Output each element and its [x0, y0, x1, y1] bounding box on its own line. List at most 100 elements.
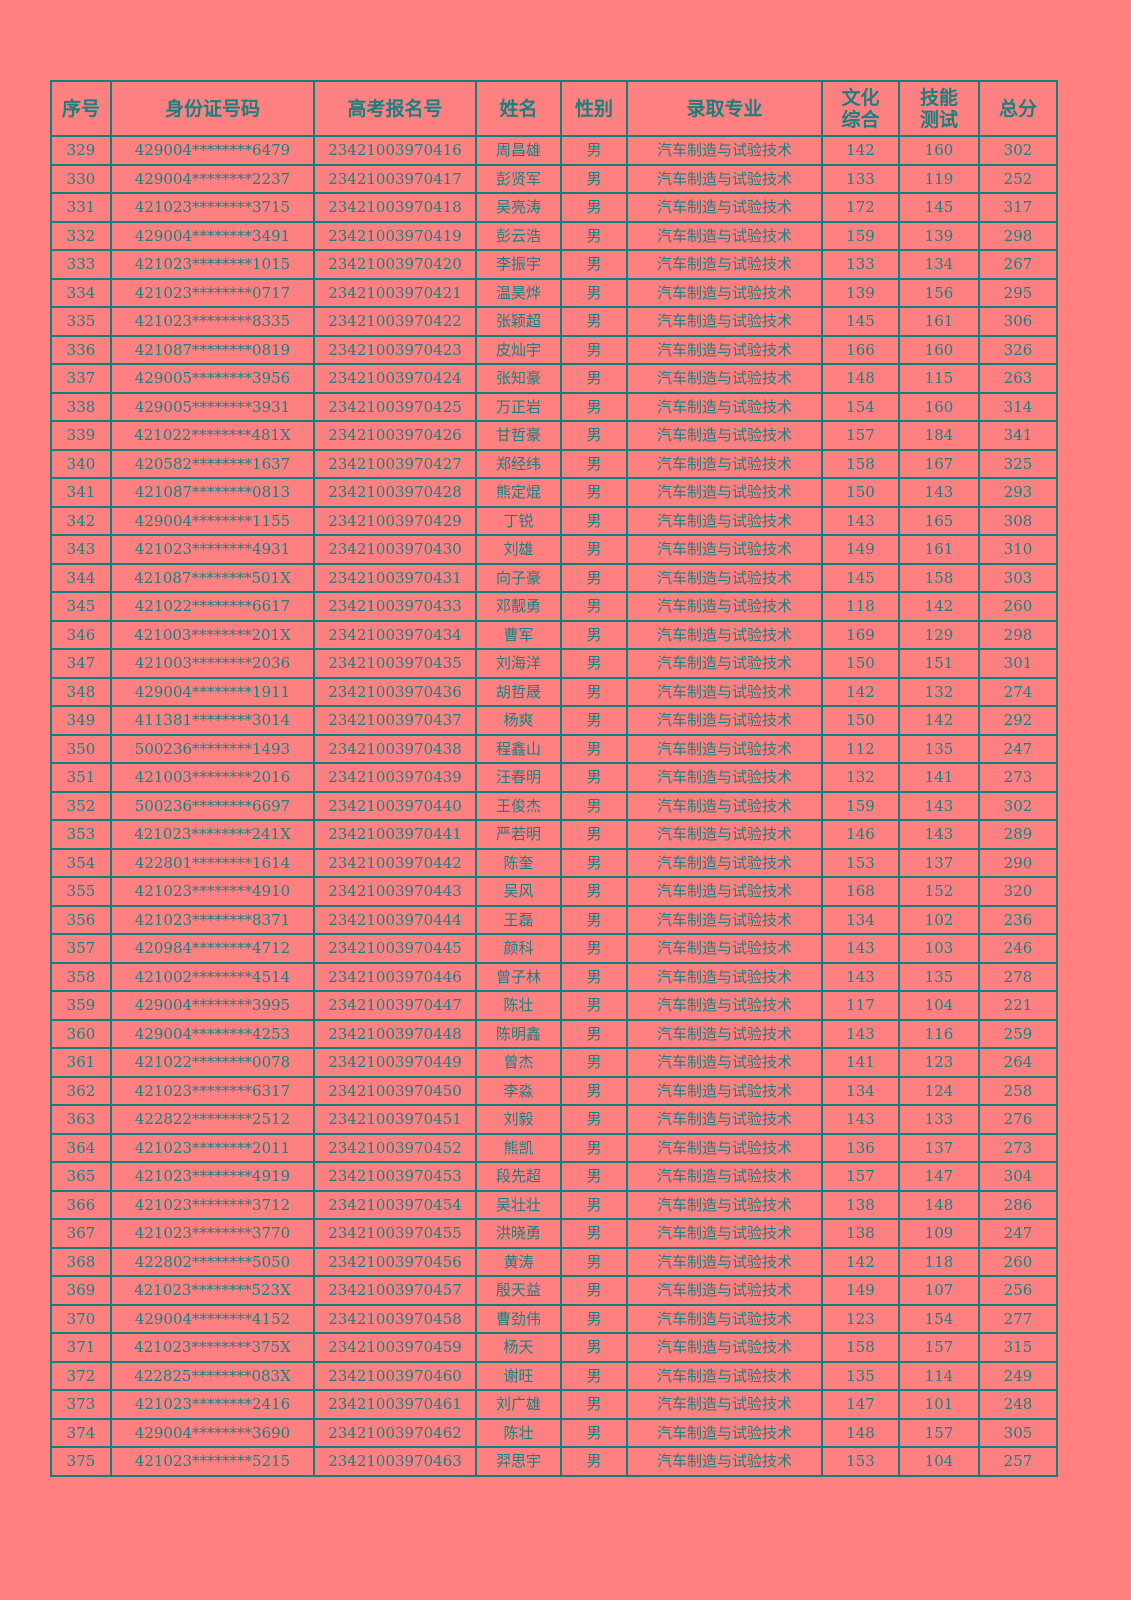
cell-total-score: 325	[978, 448, 1058, 479]
cell-exam-number: 23421003970439	[313, 762, 477, 793]
cell-id-number: 422825********083X	[110, 1360, 315, 1391]
cell-total-score: 267	[978, 249, 1058, 280]
cell-major: 汽车制造与试验技术	[626, 1275, 823, 1306]
cell-major: 汽车制造与试验技术	[626, 1018, 823, 1049]
header-exam-number: 高考报名号	[313, 80, 477, 137]
cell-exam-number: 23421003970446	[313, 961, 477, 992]
cell-skill-score: 135	[898, 961, 980, 992]
cell-seq: 333	[50, 249, 112, 280]
cell-skill-score: 103	[898, 933, 980, 964]
cell-gender: 男	[560, 1161, 628, 1192]
cell-gender: 男	[560, 1218, 628, 1249]
cell-gender: 男	[560, 1360, 628, 1391]
cell-gender: 男	[560, 1303, 628, 1334]
table-row: 342 429004********1155 23421003970429 丁锐男汽车…	[50, 505, 1058, 536]
cell-skill-score: 132	[898, 676, 980, 707]
cell-name: 殷天益	[475, 1275, 562, 1306]
cell-total-score: 247	[978, 733, 1058, 764]
cell-skill-score: 139	[898, 220, 980, 251]
table-row: 335 421023********8335 23421003970422 张颖超男汽…	[50, 306, 1058, 337]
header-major: 录取专业	[626, 80, 823, 137]
cell-total-score: 326	[978, 334, 1058, 365]
cell-total-score: 317	[978, 192, 1058, 223]
cell-seq: 338	[50, 391, 112, 422]
cell-exam-number: 23421003970418	[313, 192, 477, 223]
cell-id-number: 429004********4253	[110, 1018, 315, 1049]
table-row: 365 421023********4919 23421003970453 段先超男汽…	[50, 1161, 1058, 1192]
cell-culture-score: 117	[821, 990, 900, 1021]
cell-id-number: 421023********0717	[110, 277, 315, 308]
cell-skill-score: 129	[898, 619, 980, 650]
cell-gender: 男	[560, 420, 628, 451]
table-row: 329 429004********6479 23421003970416 周昌雄男汽…	[50, 135, 1058, 166]
cell-gender: 男	[560, 277, 628, 308]
cell-name: 周昌雄	[475, 135, 562, 166]
cell-name: 向子豪	[475, 562, 562, 593]
cell-gender: 男	[560, 619, 628, 650]
cell-total-score: 247	[978, 1218, 1058, 1249]
cell-culture-score: 143	[821, 505, 900, 536]
cell-culture-score: 133	[821, 163, 900, 194]
cell-gender: 男	[560, 1275, 628, 1306]
cell-culture-score: 146	[821, 819, 900, 850]
cell-gender: 男	[560, 591, 628, 622]
cell-name: 张颖超	[475, 306, 562, 337]
cell-culture-score: 134	[821, 1075, 900, 1106]
cell-major: 汽车制造与试验技术	[626, 135, 823, 166]
cell-total-score: 278	[978, 961, 1058, 992]
cell-culture-score: 148	[821, 363, 900, 394]
cell-id-number: 421022********0078	[110, 1047, 315, 1078]
cell-total-score: 246	[978, 933, 1058, 964]
cell-major: 汽车制造与试验技术	[626, 990, 823, 1021]
cell-major: 汽车制造与试验技术	[626, 1047, 823, 1078]
table-row: 349 411381********3014 23421003970437 杨爽男汽车…	[50, 705, 1058, 736]
cell-culture-score: 118	[821, 591, 900, 622]
cell-total-score: 308	[978, 505, 1058, 536]
cell-gender: 男	[560, 192, 628, 223]
cell-culture-score: 158	[821, 1332, 900, 1363]
cell-seq: 359	[50, 990, 112, 1021]
cell-skill-score: 119	[898, 163, 980, 194]
cell-total-score: 305	[978, 1417, 1058, 1448]
cell-major: 汽车制造与试验技术	[626, 249, 823, 280]
cell-major: 汽车制造与试验技术	[626, 1075, 823, 1106]
cell-culture-score: 142	[821, 676, 900, 707]
table-row: 359 429004********3995 23421003970447 陈壮男汽车…	[50, 990, 1058, 1021]
cell-culture-score: 166	[821, 334, 900, 365]
cell-id-number: 429004********3995	[110, 990, 315, 1021]
cell-major: 汽车制造与试验技术	[626, 277, 823, 308]
cell-name: 皮灿宇	[475, 334, 562, 365]
cell-total-score: 273	[978, 762, 1058, 793]
cell-culture-score: 138	[821, 1189, 900, 1220]
cell-skill-score: 152	[898, 876, 980, 907]
cell-culture-score: 123	[821, 1303, 900, 1334]
cell-culture-score: 169	[821, 619, 900, 650]
cell-name: 邓靓勇	[475, 591, 562, 622]
cell-seq: 334	[50, 277, 112, 308]
cell-name: 王俊杰	[475, 790, 562, 821]
cell-culture-score: 168	[821, 876, 900, 907]
cell-exam-number: 23421003970431	[313, 562, 477, 593]
cell-skill-score: 114	[898, 1360, 980, 1391]
cell-id-number: 421022********481X	[110, 420, 315, 451]
cell-major: 汽车制造与试验技术	[626, 648, 823, 679]
cell-major: 汽车制造与试验技术	[626, 1161, 823, 1192]
cell-exam-number: 23421003970451	[313, 1104, 477, 1135]
table-row: 361 421022********0078 23421003970449 曾杰男汽车…	[50, 1047, 1058, 1078]
table-row: 331 421023********3715 23421003970418 吴亮涛男汽…	[50, 192, 1058, 223]
cell-gender: 男	[560, 961, 628, 992]
cell-id-number: 421023********2416	[110, 1389, 315, 1420]
cell-total-score: 341	[978, 420, 1058, 451]
cell-gender: 男	[560, 306, 628, 337]
cell-gender: 男	[560, 448, 628, 479]
cell-seq: 336	[50, 334, 112, 365]
cell-name: 陈明鑫	[475, 1018, 562, 1049]
table-row: 374 429004********3690 23421003970462 陈壮男汽车…	[50, 1417, 1058, 1448]
cell-major: 汽车制造与试验技术	[626, 477, 823, 508]
cell-culture-score: 112	[821, 733, 900, 764]
cell-seq: 362	[50, 1075, 112, 1106]
cell-seq: 363	[50, 1104, 112, 1135]
cell-gender: 男	[560, 562, 628, 593]
cell-seq: 369	[50, 1275, 112, 1306]
cell-culture-score: 143	[821, 1104, 900, 1135]
